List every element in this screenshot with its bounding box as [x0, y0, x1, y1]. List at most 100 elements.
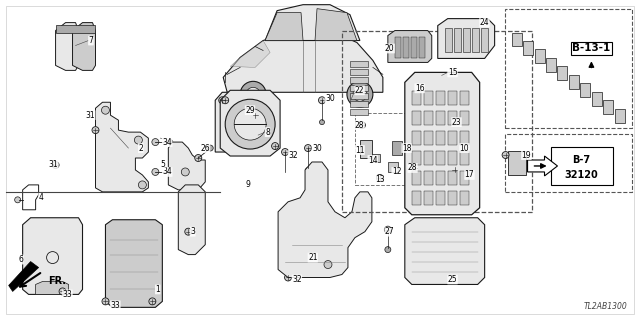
Circle shape — [134, 136, 142, 144]
Polygon shape — [36, 282, 68, 294]
Text: 7: 7 — [88, 36, 93, 45]
Circle shape — [185, 228, 192, 235]
Polygon shape — [278, 162, 372, 277]
Text: 20: 20 — [385, 44, 394, 53]
Bar — [463, 28, 470, 52]
Bar — [395, 36, 401, 59]
Bar — [460, 91, 468, 105]
Bar — [350, 77, 368, 83]
Circle shape — [282, 148, 289, 156]
Bar — [615, 109, 625, 123]
Circle shape — [138, 181, 147, 189]
Bar — [411, 36, 417, 59]
Circle shape — [319, 97, 326, 104]
Text: 34: 34 — [163, 167, 172, 176]
Bar — [350, 93, 368, 99]
Text: 21: 21 — [308, 253, 317, 262]
Bar — [436, 111, 445, 125]
Text: 10: 10 — [460, 144, 469, 153]
Bar — [452, 137, 464, 155]
Bar — [419, 36, 425, 59]
Bar — [436, 151, 445, 165]
Bar — [445, 28, 452, 52]
Bar — [511, 33, 522, 46]
Bar — [508, 151, 525, 175]
Circle shape — [385, 226, 391, 233]
Text: 22: 22 — [355, 86, 364, 95]
Text: 11: 11 — [355, 146, 364, 155]
Bar — [350, 85, 368, 91]
Bar — [504, 9, 632, 128]
Bar — [604, 100, 613, 114]
Bar — [460, 171, 468, 185]
Text: 31: 31 — [49, 160, 58, 170]
Text: 32120: 32120 — [564, 170, 598, 180]
Bar — [472, 28, 479, 52]
Circle shape — [59, 288, 66, 295]
Bar — [424, 171, 433, 185]
Bar — [534, 50, 545, 63]
Text: 30: 30 — [312, 144, 322, 153]
Circle shape — [181, 168, 189, 176]
Bar — [481, 28, 488, 52]
Circle shape — [252, 112, 259, 119]
Polygon shape — [405, 72, 479, 215]
Polygon shape — [168, 142, 205, 190]
Bar — [580, 83, 591, 97]
Circle shape — [240, 81, 266, 107]
Bar — [412, 111, 420, 125]
Polygon shape — [22, 218, 83, 294]
Text: 2: 2 — [138, 144, 143, 153]
Circle shape — [168, 140, 173, 145]
Polygon shape — [95, 102, 148, 192]
Bar — [569, 75, 579, 89]
Bar — [460, 111, 468, 125]
Text: 15: 15 — [448, 68, 458, 77]
Text: 24: 24 — [479, 18, 489, 27]
Bar — [424, 111, 433, 125]
Polygon shape — [179, 185, 205, 255]
Text: 17: 17 — [465, 171, 474, 180]
Polygon shape — [220, 90, 280, 156]
Bar — [350, 61, 368, 68]
Circle shape — [152, 168, 159, 175]
Bar — [403, 36, 409, 59]
Bar — [448, 151, 457, 165]
Bar — [412, 131, 420, 145]
Text: 4: 4 — [38, 193, 44, 202]
Text: FR.: FR. — [49, 276, 67, 286]
Text: 16: 16 — [415, 84, 424, 93]
Circle shape — [451, 166, 458, 173]
Text: 6: 6 — [19, 255, 24, 264]
Polygon shape — [265, 13, 303, 41]
Circle shape — [152, 139, 159, 146]
Text: 13: 13 — [375, 175, 385, 184]
Text: B-7: B-7 — [572, 155, 591, 165]
Polygon shape — [438, 19, 495, 59]
Bar — [388, 162, 398, 172]
Text: 30: 30 — [325, 94, 335, 103]
Circle shape — [221, 97, 228, 104]
Bar — [460, 151, 468, 165]
Circle shape — [15, 197, 20, 203]
Bar — [350, 101, 368, 107]
Text: 18: 18 — [402, 144, 412, 153]
Circle shape — [319, 120, 324, 125]
Circle shape — [305, 145, 312, 152]
Bar — [448, 131, 457, 145]
Polygon shape — [405, 218, 484, 284]
Text: 32: 32 — [288, 150, 298, 160]
Bar — [436, 131, 445, 145]
Text: 34: 34 — [163, 138, 172, 147]
Circle shape — [502, 152, 509, 158]
Polygon shape — [230, 41, 270, 68]
Text: 5: 5 — [161, 160, 165, 170]
Text: 31: 31 — [86, 111, 95, 120]
Bar — [448, 111, 457, 125]
Text: 28: 28 — [355, 121, 364, 130]
Bar — [424, 91, 433, 105]
Bar — [448, 171, 457, 185]
Bar — [523, 41, 533, 55]
Polygon shape — [215, 92, 262, 152]
Polygon shape — [223, 31, 383, 92]
